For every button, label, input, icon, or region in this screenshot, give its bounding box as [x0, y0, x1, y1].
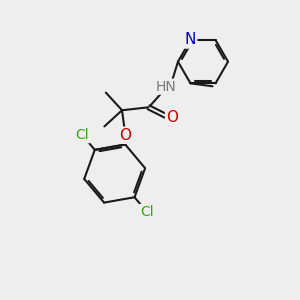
Text: O: O	[119, 128, 131, 143]
Text: Cl: Cl	[76, 128, 89, 142]
Text: Cl: Cl	[140, 205, 154, 219]
Text: HN: HN	[156, 80, 177, 94]
Text: O: O	[166, 110, 178, 125]
Text: N: N	[185, 32, 196, 47]
